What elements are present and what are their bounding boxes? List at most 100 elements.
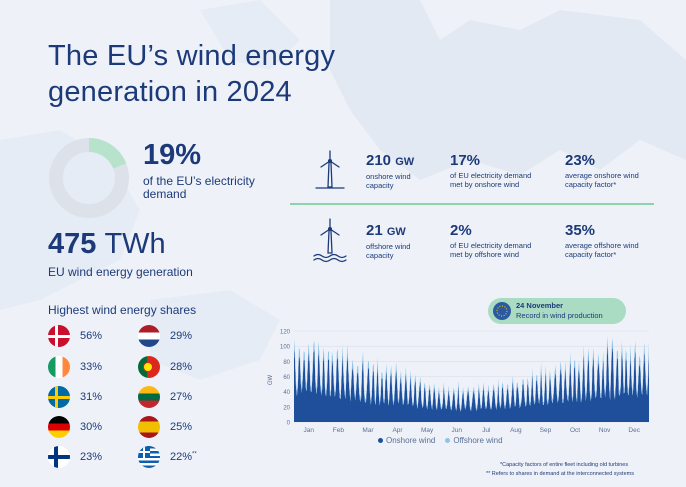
share-item: 28% <box>138 356 192 378</box>
finland-flag-icon <box>48 446 70 468</box>
x-tick-label: Mar <box>362 427 374 434</box>
onshore-cf-label: average onshore wind capacity factor* <box>565 171 639 189</box>
onshore-area <box>294 344 649 422</box>
share-value: 25% <box>170 421 193 433</box>
onshore-capacity-label: onshore wind capacity <box>366 172 411 190</box>
share-item: 56% <box>48 325 102 347</box>
y-axis-label: GW <box>268 375 274 386</box>
generation-number: 475 <box>48 228 97 260</box>
share-value: 33% <box>80 361 103 373</box>
share-note: ** <box>192 451 197 458</box>
share-value: 29% <box>170 330 193 342</box>
share-value-text: 22% <box>170 451 193 463</box>
demand-share-donut <box>49 138 129 218</box>
share-item: 31% <box>48 386 102 408</box>
legend-onshore-label: Onshore wind <box>386 436 436 445</box>
legend-offshore: Offshore wind <box>445 436 503 445</box>
onshore-demand-value: 17% <box>450 152 481 169</box>
share-item: 22%** <box>138 446 197 468</box>
lithuania-flag-icon <box>138 386 160 408</box>
offshore-demand-share: 2% of EU electricity demand met by offsh… <box>450 222 545 260</box>
x-tick-label: Apr <box>392 427 403 434</box>
offshore-demand-value: 2% <box>450 222 472 239</box>
y-tick-label: 80 <box>283 360 290 366</box>
x-tick-label: Jun <box>451 427 462 434</box>
y-tick-label: 120 <box>280 330 291 336</box>
onshore-capacity-unit: GW <box>395 156 415 168</box>
share-value: 31% <box>80 391 103 403</box>
onshore-demand-share: 17% of EU electricity demand met by onsh… <box>450 152 545 190</box>
x-tick-label: Sep <box>540 427 552 434</box>
sweden-flag-icon <box>48 386 70 408</box>
offshore-capacity: 21 GW offshore wind capacity <box>366 222 428 261</box>
offshore-demand-label: of EU electricity demand met by offshore… <box>450 241 532 259</box>
portugal-flag-icon <box>138 356 160 378</box>
share-value: 30% <box>80 421 103 433</box>
x-tick-label: Feb <box>333 427 345 434</box>
generation-unit: TWh <box>104 228 166 260</box>
onshore-stats-row: 210 GW onshore wind capacity 17% of EU e… <box>290 143 660 203</box>
record-text: Record in wind production <box>516 311 603 320</box>
x-tick-label: Jan <box>304 427 315 434</box>
stats-divider <box>290 203 654 205</box>
ireland-flag-icon <box>48 356 70 378</box>
offshore-stats-row: 21 GW offshore wind capacity 2% of EU el… <box>290 213 660 273</box>
generation-label: EU wind energy generation <box>48 265 193 279</box>
shares-title: Highest wind energy shares <box>48 303 197 317</box>
share-item: 33% <box>48 356 102 378</box>
share-value: 23% <box>80 451 103 463</box>
spain-flag-icon <box>138 416 160 438</box>
germany-flag-icon <box>48 416 70 438</box>
share-item: 29% <box>138 325 192 347</box>
record-date: 24 November <box>516 301 564 310</box>
generation-value: 475 TWh <box>48 228 166 261</box>
x-tick-label: May <box>421 427 434 434</box>
offshore-capacity-value: 21 <box>366 222 383 239</box>
offshore-capacity-factor: 35% average offshore wind capacity facto… <box>565 222 660 260</box>
footnote-shares: ** Refers to shares in demand at the int… <box>486 471 634 477</box>
share-value: 22%** <box>170 451 197 463</box>
share-item: 23% <box>48 446 102 468</box>
share-item: 27% <box>138 386 192 408</box>
onshore-demand-label: of EU electricity demand met by onshore … <box>450 171 532 189</box>
share-item: 25% <box>138 416 192 438</box>
y-tick-label: 0 <box>287 421 291 427</box>
offshore-cf-value: 35% <box>565 222 596 239</box>
onshore-wind-turbine-icon <box>315 150 345 189</box>
chart-legend: Onshore wind Offshore wind <box>378 436 503 445</box>
netherlands-flag-icon <box>138 325 160 347</box>
onshore-capacity: 210 GW onshore wind capacity <box>366 152 428 191</box>
x-tick-label: Oct <box>570 427 580 434</box>
demand-share-label: of the EU’s electricity demand <box>143 174 255 201</box>
eu-stars-icon <box>493 302 511 320</box>
x-tick-label: Nov <box>599 427 611 434</box>
offshore-wind-turbine-icon <box>313 218 347 263</box>
greece-flag-icon <box>138 446 160 468</box>
y-tick-label: 60 <box>283 375 290 381</box>
share-value: 56% <box>80 330 103 342</box>
footnote-capacity: *Capacity factors of entire fleet includ… <box>500 462 629 468</box>
denmark-flag-icon <box>48 325 70 347</box>
share-item: 30% <box>48 416 102 438</box>
offshore-capacity-unit: GW <box>386 226 406 238</box>
x-tick-label: Jul <box>482 427 491 434</box>
offshore-cf-label: average offshore wind capacity factor* <box>565 241 639 259</box>
share-value: 27% <box>170 391 193 403</box>
onshore-capacity-value: 210 <box>366 152 392 169</box>
y-tick-label: 40 <box>283 390 290 396</box>
onshore-cf-value: 23% <box>565 152 596 169</box>
y-tick-label: 100 <box>280 345 291 351</box>
page-title: The EU’s wind energy generation in 2024 <box>48 40 336 108</box>
offshore-area <box>294 336 649 412</box>
onshore-capacity-factor: 23% average onshore wind capacity factor… <box>565 152 660 190</box>
legend-offshore-label: Offshore wind <box>453 436 503 445</box>
demand-share-value: 19% <box>143 139 202 171</box>
x-tick-label: Aug <box>510 427 522 434</box>
share-value: 28% <box>170 361 193 373</box>
legend-onshore: Onshore wind <box>378 436 435 445</box>
x-tick-label: Dec <box>628 427 640 434</box>
wind-production-chart: 0 20 40 60 80 100 120 GW Jan Feb Mar Apr May Jun Jul Au… <box>268 330 649 434</box>
record-callout: 24 November Record in wind production <box>488 298 626 324</box>
y-tick-label: 20 <box>283 405 290 411</box>
